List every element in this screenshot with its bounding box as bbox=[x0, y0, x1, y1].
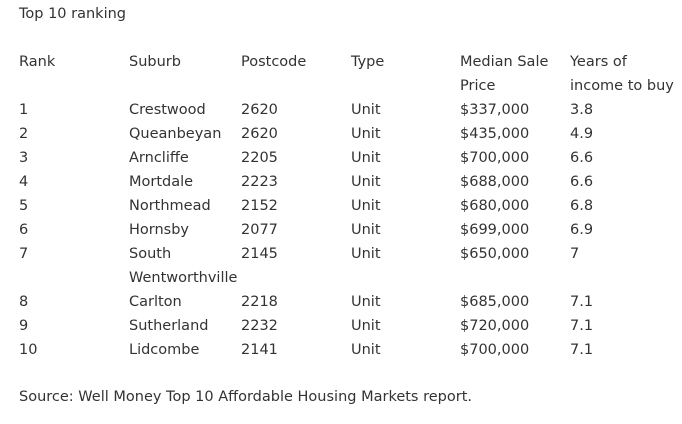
table-row: 7 South Wentworthville 2145 Unit $650,00… bbox=[19, 242, 682, 290]
cell-rank: 4 bbox=[19, 174, 29, 190]
cell-postcode: 2205 bbox=[241, 150, 278, 166]
table-row: 8 Carlton 2218 Unit $685,000 7.1 bbox=[19, 290, 682, 314]
cell-price: $685,000 bbox=[460, 294, 530, 310]
cell-rank: 3 bbox=[19, 150, 29, 166]
cell-type: Unit bbox=[351, 222, 381, 238]
column-header-price-line1: Median Sale bbox=[460, 54, 549, 70]
cell-type: Unit bbox=[351, 126, 381, 142]
cell-price: $650,000 bbox=[460, 246, 530, 262]
cell-years: 7 bbox=[570, 246, 580, 262]
cell-type: Unit bbox=[351, 174, 381, 190]
source-note: Source: Well Money Top 10 Affordable Hou… bbox=[19, 389, 472, 405]
column-header-years-line2: income to buy bbox=[570, 78, 674, 94]
column-header-postcode: Postcode bbox=[241, 54, 307, 70]
cell-years: 3.8 bbox=[570, 102, 594, 118]
ranking-table: Rank Suburb Postcode Type Median Sale Pr… bbox=[19, 50, 682, 362]
cell-type: Unit bbox=[351, 342, 381, 358]
cell-price: $720,000 bbox=[460, 318, 530, 334]
cell-type: Unit bbox=[351, 246, 381, 262]
cell-suburb: Sutherland bbox=[129, 318, 209, 334]
cell-years: 4.9 bbox=[570, 126, 594, 142]
cell-postcode: 2145 bbox=[241, 246, 278, 262]
column-header-rank: Rank bbox=[19, 54, 56, 70]
table-row: 9 Sutherland 2232 Unit $720,000 7.1 bbox=[19, 314, 682, 338]
cell-postcode: 2141 bbox=[241, 342, 278, 358]
table-row: 6 Hornsby 2077 Unit $699,000 6.9 bbox=[19, 218, 682, 242]
cell-rank: 7 bbox=[19, 246, 29, 262]
cell-type: Unit bbox=[351, 318, 381, 334]
table-row: 1 Crestwood 2620 Unit $337,000 3.8 bbox=[19, 98, 682, 122]
cell-suburb: Northmead bbox=[129, 198, 211, 214]
cell-price: $688,000 bbox=[460, 174, 530, 190]
cell-postcode: 2077 bbox=[241, 222, 278, 238]
column-header-price-line2: Price bbox=[460, 78, 496, 94]
cell-years: 6.8 bbox=[570, 198, 594, 214]
cell-postcode: 2620 bbox=[241, 126, 278, 142]
column-header-type: Type bbox=[351, 54, 385, 70]
column-header-years: Years of income to buy bbox=[570, 50, 682, 98]
column-header-price: Median Sale Price bbox=[460, 50, 570, 98]
column-header-years-line1: Years of bbox=[570, 54, 627, 70]
cell-rank: 8 bbox=[19, 294, 29, 310]
cell-type: Unit bbox=[351, 102, 381, 118]
table-row: 5 Northmead 2152 Unit $680,000 6.8 bbox=[19, 194, 682, 218]
cell-years: 6.9 bbox=[570, 222, 594, 238]
cell-rank: 1 bbox=[19, 102, 29, 118]
cell-rank: 9 bbox=[19, 318, 29, 334]
cell-postcode: 2218 bbox=[241, 294, 278, 310]
cell-years: 6.6 bbox=[570, 174, 594, 190]
cell-rank: 5 bbox=[19, 198, 29, 214]
column-header-suburb: Suburb bbox=[129, 54, 181, 70]
table-heading: Top 10 ranking bbox=[19, 6, 126, 22]
cell-suburb: Queanbeyan bbox=[129, 126, 222, 142]
table-row: 3 Arncliffe 2205 Unit $700,000 6.6 bbox=[19, 146, 682, 170]
table-header-row: Rank Suburb Postcode Type Median Sale Pr… bbox=[19, 50, 682, 98]
cell-price: $700,000 bbox=[460, 150, 530, 166]
cell-rank: 6 bbox=[19, 222, 29, 238]
cell-postcode: 2620 bbox=[241, 102, 278, 118]
table-row: 10 Lidcombe 2141 Unit $700,000 7.1 bbox=[19, 338, 682, 362]
table-row: 2 Queanbeyan 2620 Unit $435,000 4.9 bbox=[19, 122, 682, 146]
cell-years: 7.1 bbox=[570, 318, 594, 334]
cell-postcode: 2152 bbox=[241, 198, 278, 214]
cell-suburb: Hornsby bbox=[129, 222, 190, 238]
cell-suburb: Lidcombe bbox=[129, 342, 200, 358]
cell-suburb: Carlton bbox=[129, 294, 182, 310]
cell-price: $337,000 bbox=[460, 102, 530, 118]
cell-postcode: 2232 bbox=[241, 318, 278, 334]
cell-years: 7.1 bbox=[570, 294, 594, 310]
cell-price: $680,000 bbox=[460, 198, 530, 214]
cell-price: $700,000 bbox=[460, 342, 530, 358]
cell-type: Unit bbox=[351, 150, 381, 166]
cell-rank: 10 bbox=[19, 342, 38, 358]
cell-suburb: Mortdale bbox=[129, 174, 194, 190]
cell-price: $699,000 bbox=[460, 222, 530, 238]
cell-suburb: Arncliffe bbox=[129, 150, 189, 166]
cell-suburb: South Wentworthville bbox=[129, 246, 238, 286]
cell-type: Unit bbox=[351, 294, 381, 310]
cell-rank: 2 bbox=[19, 126, 29, 142]
cell-years: 7.1 bbox=[570, 342, 594, 358]
cell-suburb: Crestwood bbox=[129, 102, 206, 118]
cell-years: 6.6 bbox=[570, 150, 594, 166]
cell-price: $435,000 bbox=[460, 126, 530, 142]
cell-postcode: 2223 bbox=[241, 174, 278, 190]
table-row: 4 Mortdale 2223 Unit $688,000 6.6 bbox=[19, 170, 682, 194]
cell-type: Unit bbox=[351, 198, 381, 214]
